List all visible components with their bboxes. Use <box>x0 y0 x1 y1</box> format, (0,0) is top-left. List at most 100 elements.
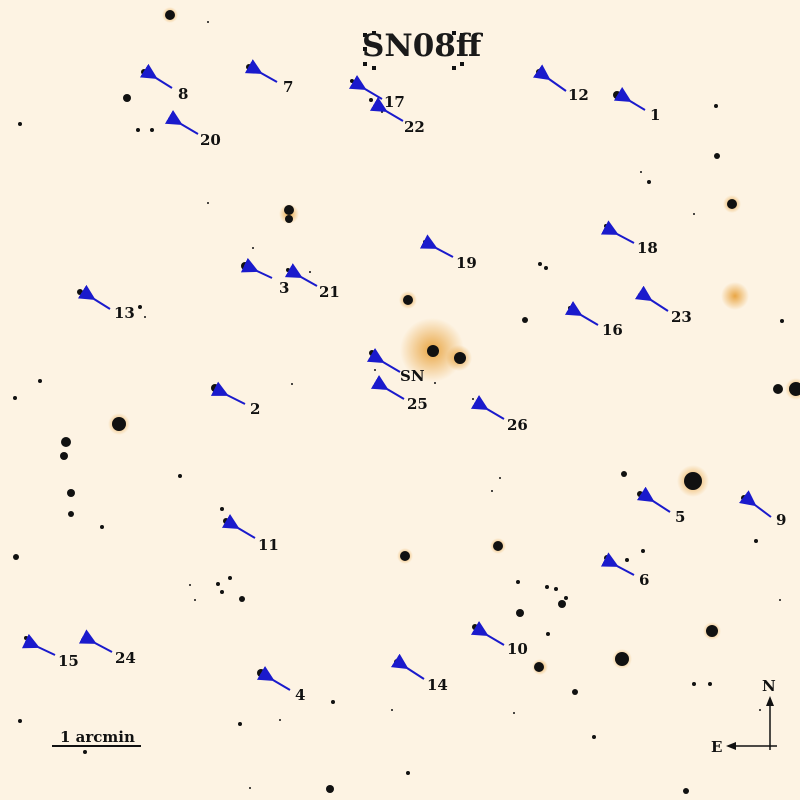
star <box>369 98 373 102</box>
title-bracket-dot <box>452 66 456 70</box>
star <box>257 669 265 677</box>
star <box>684 472 702 490</box>
title-bracket-dot <box>363 33 367 37</box>
star <box>391 709 393 711</box>
star <box>309 271 311 273</box>
star <box>621 471 627 477</box>
star <box>554 587 558 591</box>
star <box>252 247 254 249</box>
marker-arrow-16 <box>564 301 599 326</box>
marker-arrow-9 <box>739 490 772 518</box>
star <box>640 171 642 173</box>
supernova-label: SN <box>400 367 425 385</box>
marker-label-19: 19 <box>456 254 477 272</box>
star <box>241 262 249 270</box>
star <box>693 213 695 215</box>
marker-label-7: 7 <box>283 78 294 96</box>
star <box>246 64 252 70</box>
star <box>538 262 542 266</box>
star <box>741 495 747 501</box>
marker-arrow-sn <box>366 348 401 373</box>
star <box>144 316 146 318</box>
title-bracket-dot <box>460 62 464 66</box>
star <box>759 709 761 711</box>
star <box>100 525 104 529</box>
star <box>714 153 720 159</box>
title-bracket-dot <box>460 33 464 37</box>
marker-arrow-24 <box>78 629 113 653</box>
star <box>369 350 375 356</box>
marker-label-26: 26 <box>507 416 528 434</box>
star <box>136 128 140 132</box>
star <box>638 293 642 297</box>
star <box>189 584 191 586</box>
title-bracket-dot <box>452 31 456 35</box>
marker-arrow-3 <box>240 257 273 279</box>
star <box>207 202 209 204</box>
marker-arrow-8 <box>139 63 173 89</box>
star <box>77 289 83 295</box>
marker-label-25: 25 <box>407 395 428 413</box>
star <box>780 319 784 323</box>
star <box>18 122 22 126</box>
star <box>545 585 549 589</box>
star <box>165 10 175 20</box>
star <box>13 396 17 400</box>
star <box>141 69 147 75</box>
star <box>228 576 232 580</box>
star <box>516 609 524 617</box>
marker-label-24: 24 <box>115 649 136 667</box>
star <box>513 712 515 714</box>
star <box>394 659 400 665</box>
star <box>67 489 75 497</box>
marker-label-8: 8 <box>178 85 189 103</box>
marker-label-9: 9 <box>776 511 787 529</box>
star <box>558 600 566 608</box>
star <box>544 266 548 270</box>
star <box>331 700 335 704</box>
marker-label-1: 1 <box>650 106 661 124</box>
star <box>727 199 737 209</box>
star <box>239 596 245 602</box>
star <box>615 652 629 666</box>
marker-arrow-18 <box>600 220 635 244</box>
star <box>647 180 651 184</box>
marker-label-13: 13 <box>114 304 135 322</box>
star <box>285 215 293 223</box>
star-halo <box>721 282 749 310</box>
star <box>220 590 224 594</box>
star <box>381 111 383 113</box>
star <box>60 452 68 460</box>
star <box>13 554 19 560</box>
marker-arrow-15 <box>21 633 56 656</box>
star <box>291 383 293 385</box>
marker-arrow-20 <box>164 110 199 135</box>
marker-label-11: 11 <box>258 536 279 554</box>
star <box>516 580 520 584</box>
title-bracket-dot <box>363 62 367 66</box>
star <box>249 787 251 789</box>
star <box>211 384 219 392</box>
star <box>284 205 294 215</box>
star <box>773 384 783 394</box>
compass-east-arrowhead <box>726 742 736 750</box>
marker-arrow-1 <box>613 86 646 111</box>
title-bracket-dot <box>372 31 376 35</box>
marker-label-14: 14 <box>427 676 448 694</box>
star <box>138 305 142 309</box>
star <box>568 306 572 310</box>
marker-arrow-4 <box>256 666 291 691</box>
title-bracket-dot <box>460 47 464 51</box>
chart-title: SN08ff <box>362 28 482 64</box>
star <box>403 295 413 305</box>
star <box>350 79 354 83</box>
star <box>81 638 85 642</box>
star <box>546 632 550 636</box>
star <box>112 417 126 431</box>
marker-label-4: 4 <box>295 686 306 704</box>
marker-arrow-21 <box>284 263 318 287</box>
marker-arrow-25 <box>370 375 405 400</box>
star <box>641 549 645 553</box>
marker-arrow-11 <box>221 514 256 539</box>
